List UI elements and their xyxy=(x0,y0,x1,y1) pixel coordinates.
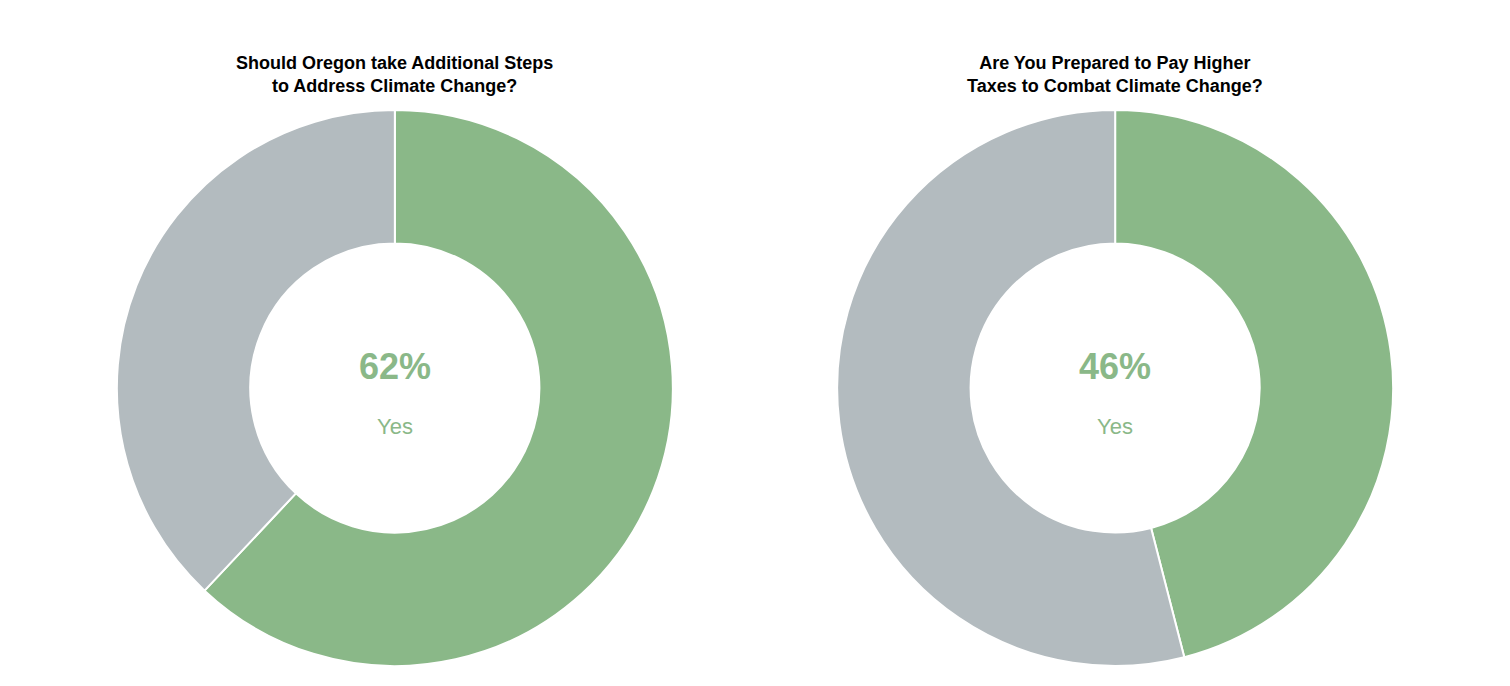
svg-text:Should Oregon take Additional: Should Oregon take Additional Stepsto Ad… xyxy=(236,53,553,96)
svg-text:62%: 62% xyxy=(359,346,431,387)
svg-text:Yes: Yes xyxy=(1097,414,1133,439)
svg-text:46%: 46% xyxy=(1079,346,1151,387)
svg-text:Yes: Yes xyxy=(377,414,413,439)
svg-text:Are You Prepared to Pay Higher: Are You Prepared to Pay HigherTaxes to C… xyxy=(967,53,1263,96)
